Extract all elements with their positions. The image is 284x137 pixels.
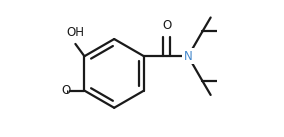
Text: O: O bbox=[61, 84, 70, 97]
Text: OH: OH bbox=[66, 26, 84, 39]
Text: N: N bbox=[184, 50, 193, 63]
Text: O: O bbox=[162, 19, 172, 32]
